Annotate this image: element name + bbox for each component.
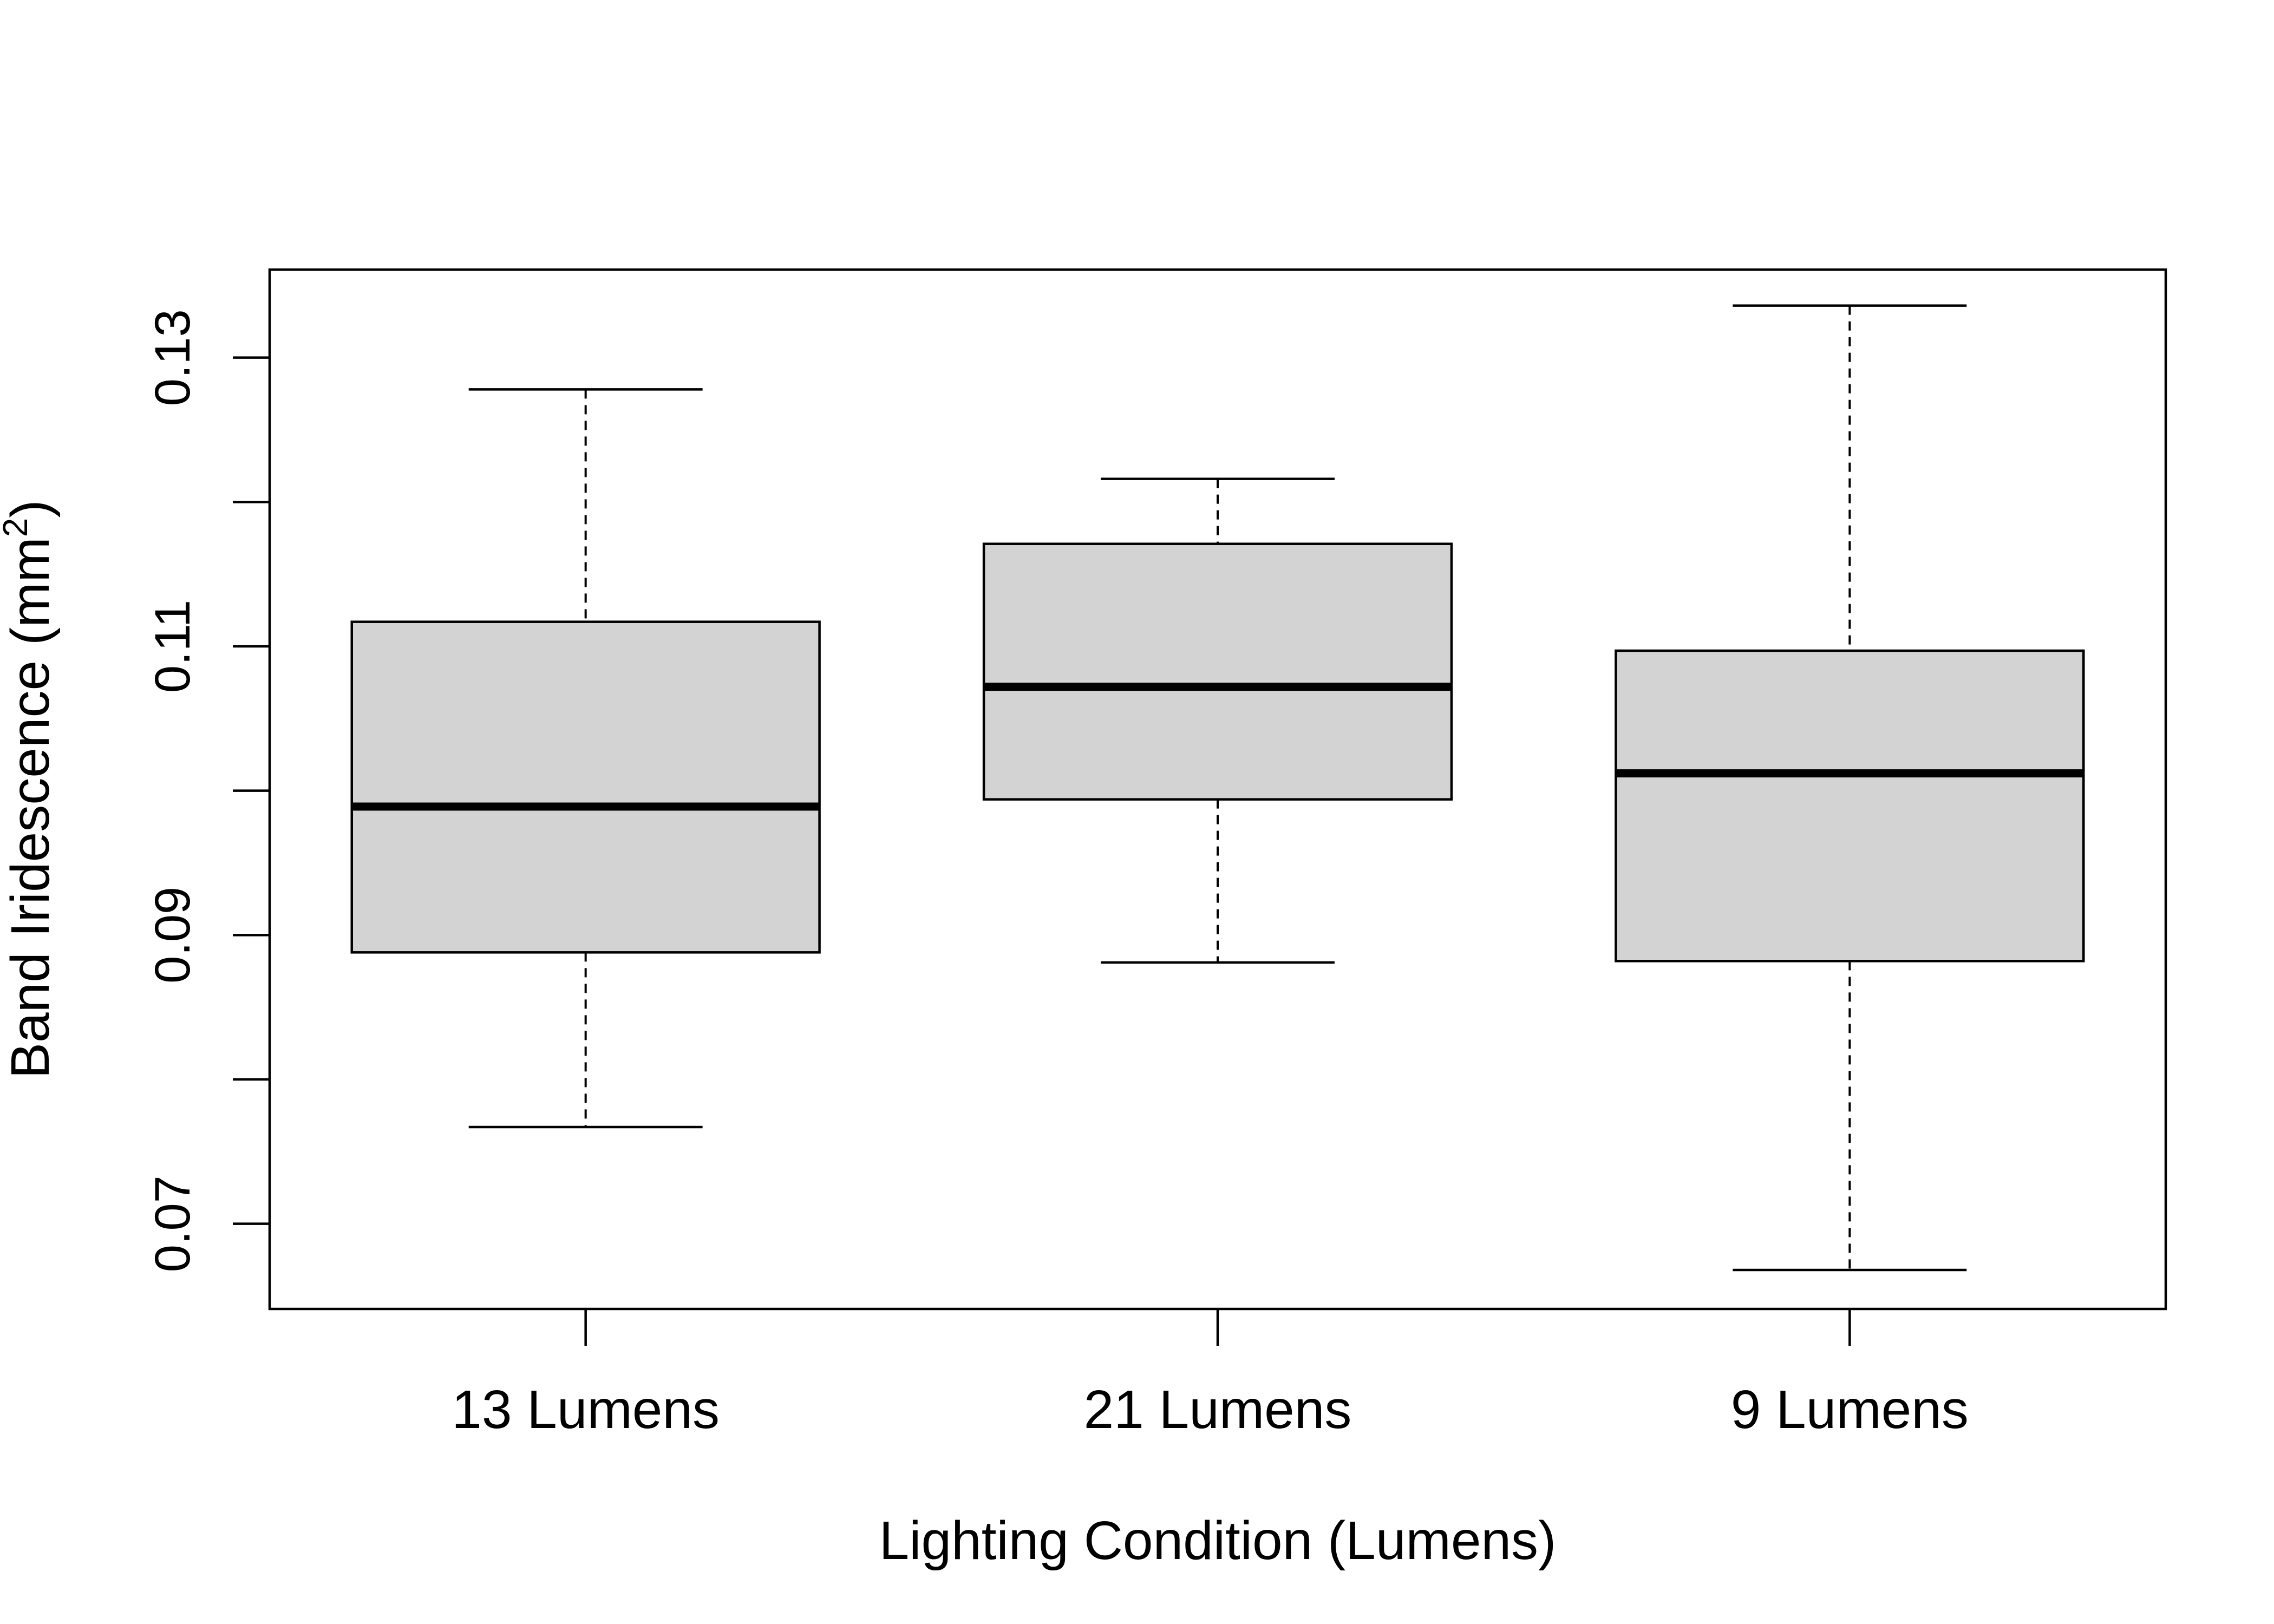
- x-tick-label: 13 Lumens: [452, 1379, 720, 1440]
- box-9-lumens: [1615, 304, 2085, 1272]
- y-axis-title-text: Band Iridescence (mm: [0, 537, 61, 1078]
- y-tick-label: 0.07: [145, 1175, 200, 1272]
- y-tick-label: 0.11: [145, 600, 200, 693]
- x-tick-label: 9 Lumens: [1731, 1379, 1969, 1440]
- box-21-lumens: [982, 477, 1453, 964]
- iqr-box: [1615, 649, 2085, 962]
- y-axis-title: Band Iridescence (mm2): [0, 500, 61, 1078]
- iqr-box: [982, 542, 1453, 801]
- y-tick-label: 0.09: [145, 887, 200, 984]
- boxes-layer: [350, 304, 2085, 1272]
- iqr-box: [350, 620, 821, 954]
- y-axis-title-suffix: ): [0, 500, 61, 518]
- x-tick-label: 21 Lumens: [1084, 1379, 1352, 1440]
- y-axis-title-superscript: 2: [0, 518, 35, 538]
- box-13-lumens: [350, 388, 821, 1129]
- y-tick-label: 0.13: [145, 309, 200, 406]
- x-axis-title: Lighting Condition (Lumens): [879, 1510, 1557, 1571]
- x-axis: 13 Lumens 21 Lumens 9 Lumens: [452, 1309, 1969, 1440]
- y-axis: 0.07 0.09 0.11 0.13: [145, 309, 270, 1272]
